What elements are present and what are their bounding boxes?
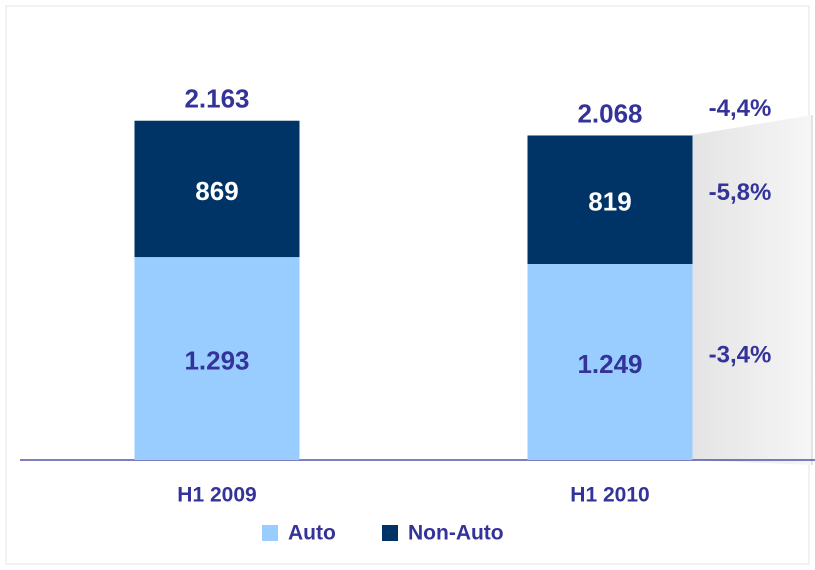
bar-segment xyxy=(527,135,693,265)
value-label: 869 xyxy=(195,176,238,206)
annotation: -5,8% xyxy=(709,179,772,206)
callout xyxy=(692,115,812,465)
legend-label: Non-Auto xyxy=(408,522,504,545)
total-label: 2.163 xyxy=(184,84,249,114)
value-label: 1.293 xyxy=(184,345,249,375)
bar-segment xyxy=(527,264,693,460)
value-label: 819 xyxy=(588,187,631,217)
legend-swatch xyxy=(382,525,398,541)
bar-segment xyxy=(134,120,300,258)
bar-segment xyxy=(134,257,300,460)
total-label: 2.068 xyxy=(577,98,642,128)
x-tick-label: H1 2009 xyxy=(177,484,256,507)
annotation: -3,4% xyxy=(709,341,772,368)
legend-swatch xyxy=(262,525,278,541)
value-label: 1.249 xyxy=(577,349,642,379)
legend-label: Auto xyxy=(288,522,336,545)
x-tick-label: H1 2010 xyxy=(570,484,649,507)
annotation: -4,4% xyxy=(709,95,772,122)
